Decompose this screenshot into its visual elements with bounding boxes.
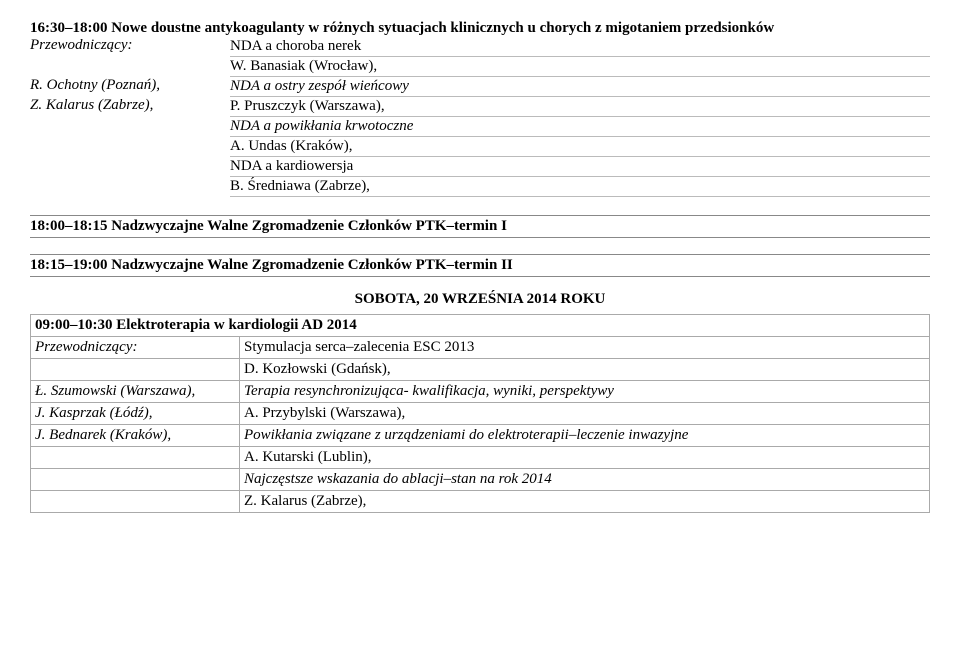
chair-name: Z. Kalarus (Zabrze), <box>30 97 230 117</box>
spacer <box>31 359 240 381</box>
spacer <box>31 469 240 491</box>
speaker-line: Z. Kalarus (Zabrze), <box>240 491 930 513</box>
chair-name: J. Kasprzak (Łódź), <box>31 403 240 425</box>
speaker-line: W. Banasiak (Wrocław), <box>230 57 930 77</box>
talk-line: NDA a kardiowersja <box>230 157 930 177</box>
talk-line: Najczęstsze wskazania do ablacji–stan na… <box>240 469 930 491</box>
speaker-line: B. Średniawa (Zabrze), <box>230 177 930 197</box>
talk-line: Stymulacja serca–zalecenia ESC 2013 <box>240 337 930 359</box>
spacer <box>30 57 230 77</box>
chair-label: Przewodniczący: <box>31 337 240 359</box>
speaker-line: P. Pruszczyk (Warszawa), <box>230 97 930 117</box>
talk-line: Terapia resynchronizująca- kwalifikacja,… <box>240 381 930 403</box>
talk-line: NDA a ostry zespół wieńcowy <box>230 77 930 97</box>
chair-label: Przewodniczący: <box>30 37 230 57</box>
spacer <box>30 117 230 137</box>
session-2-title: 09:00–10:30 Elektroterapia w kardiologii… <box>31 315 930 337</box>
chair-name: R. Ochotny (Poznań), <box>30 77 230 97</box>
chair-name: J. Bednarek (Kraków), <box>31 425 240 447</box>
spacer <box>30 137 230 157</box>
speaker-line: A. Undas (Kraków), <box>230 137 930 157</box>
spacer <box>30 157 230 177</box>
talk-line: Powikłania związane z urządzeniami do el… <box>240 425 930 447</box>
session-1-title: 16:30–18:00 Nowe doustne antykoagulanty … <box>30 20 930 37</box>
spacer <box>30 177 230 197</box>
chair-name: Ł. Szumowski (Warszawa), <box>31 381 240 403</box>
talk-line: NDA a choroba nerek <box>230 37 930 57</box>
day-header: SOBOTA, 20 WRZEŚNIA 2014 ROKU <box>30 291 930 308</box>
assembly-bar-2: 18:15–19:00 Nadzwyczajne Walne Zgromadze… <box>30 254 930 277</box>
speaker-line: A. Przybylski (Warszawa), <box>240 403 930 425</box>
speaker-line: D. Kozłowski (Gdańsk), <box>240 359 930 381</box>
spacer <box>31 491 240 513</box>
session-2: 09:00–10:30 Elektroterapia w kardiologii… <box>30 314 930 513</box>
session-1: 16:30–18:00 Nowe doustne antykoagulanty … <box>30 20 930 197</box>
spacer <box>31 447 240 469</box>
speaker-line: A. Kutarski (Lublin), <box>240 447 930 469</box>
talk-line: NDA a powikłania krwotoczne <box>230 117 930 137</box>
assembly-bar-1: 18:00–18:15 Nadzwyczajne Walne Zgromadze… <box>30 215 930 238</box>
